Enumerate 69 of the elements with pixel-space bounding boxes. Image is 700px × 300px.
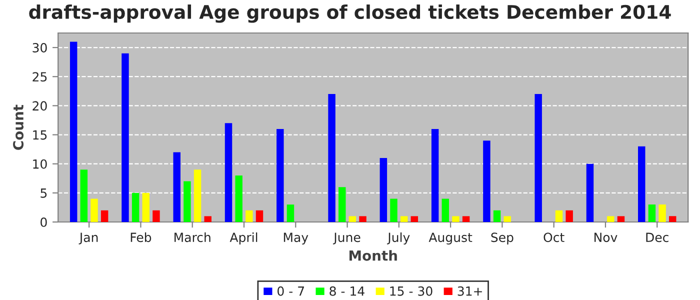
- y-tick-label: 15: [33, 130, 47, 140]
- x-tick-label: April: [230, 232, 258, 245]
- bar: [390, 198, 398, 222]
- x-tick-label: May: [284, 232, 308, 245]
- legend-label: 15 - 30: [390, 286, 432, 296]
- bar: [483, 140, 490, 222]
- bar: [338, 187, 346, 222]
- bar: [638, 146, 646, 222]
- bar: [152, 210, 160, 222]
- x-tick-label: Sep: [491, 232, 514, 245]
- bar: [410, 216, 418, 222]
- bar: [286, 204, 294, 222]
- bar: [132, 192, 140, 222]
- x-tick-label: Feb: [130, 232, 152, 242]
- legend-label: 31+: [458, 286, 482, 296]
- x-tick-label: July: [387, 232, 410, 245]
- bar: [246, 210, 253, 222]
- y-tick-label: 30: [32, 43, 47, 52]
- bar: [100, 210, 108, 222]
- bar: [504, 216, 511, 222]
- bar: [122, 53, 129, 222]
- y-tick-label: 20: [32, 101, 47, 111]
- bar: [668, 216, 676, 222]
- x-tick-label: Jan: [78, 232, 98, 244]
- bar: [555, 210, 563, 222]
- bar: [194, 170, 202, 222]
- y-axis-title: Count: [13, 104, 24, 150]
- chart-title: drafts-approval Age groups of closed tickets December 2014: [29, 4, 671, 23]
- bar: [617, 216, 625, 222]
- bar: [586, 164, 594, 222]
- bar: [658, 204, 666, 222]
- bar: [276, 128, 284, 222]
- bar: [142, 192, 150, 222]
- bar: [328, 94, 336, 222]
- bar: [493, 210, 501, 222]
- bar: [462, 216, 470, 222]
- legend-label: 0 - 7: [278, 286, 304, 296]
- bar: [348, 216, 356, 222]
- bar: [380, 158, 388, 222]
- bar: [452, 216, 460, 222]
- bar: [648, 204, 656, 222]
- x-tick-label: March: [174, 232, 210, 242]
- y-tick-label: 25: [32, 72, 47, 82]
- x-axis-title: Month: [349, 250, 397, 261]
- y-tick-label: 10: [33, 159, 47, 169]
- x-tick-label: Oct: [544, 232, 564, 242]
- y-tick-label: 0: [40, 217, 47, 227]
- bar: [173, 152, 180, 222]
- bar: [70, 42, 78, 222]
- bar: [359, 216, 366, 222]
- bar: [256, 210, 264, 222]
- bar: [204, 216, 212, 222]
- bar: [442, 198, 450, 222]
- bar: [566, 210, 573, 222]
- bar: [235, 175, 242, 222]
- bar: [400, 216, 408, 222]
- bar: [431, 128, 439, 222]
- legend-label: 8 - 14: [330, 286, 364, 296]
- bar: [80, 170, 88, 222]
- bar: [224, 123, 232, 222]
- bar: [534, 94, 542, 222]
- bar: [184, 181, 191, 222]
- x-tick-label: August: [428, 232, 472, 245]
- x-tick-label: June: [333, 232, 360, 244]
- bar: [607, 216, 614, 222]
- y-tick-label: 5: [40, 188, 47, 198]
- x-tick-label: Dec: [646, 232, 668, 242]
- x-tick-label: Nov: [594, 232, 618, 242]
- bar: [90, 198, 98, 222]
